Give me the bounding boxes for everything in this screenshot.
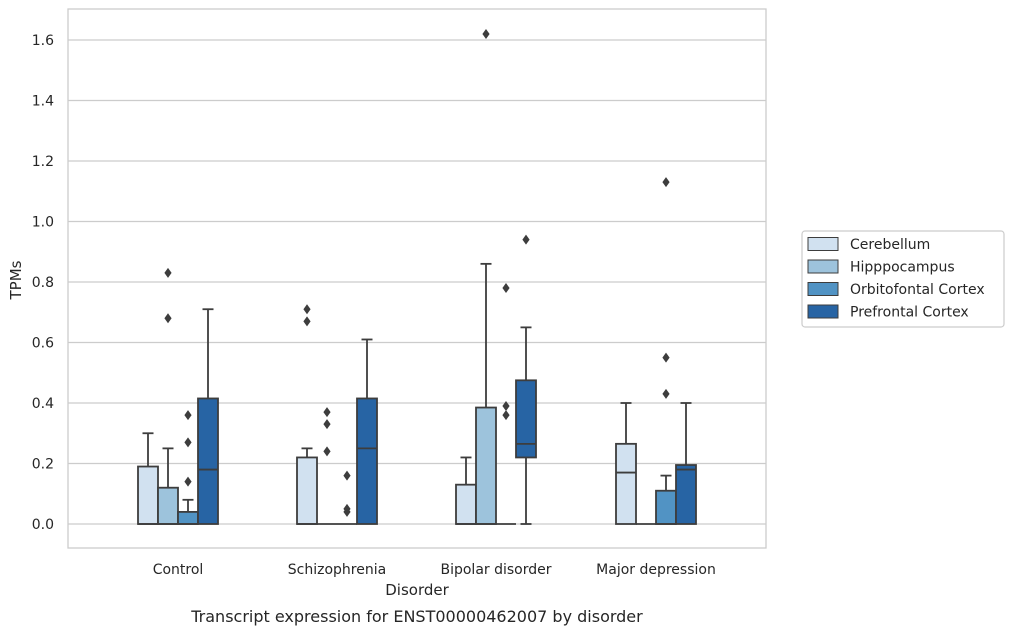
- y-tick-label: 0.2: [32, 457, 54, 473]
- legend-item: Cerebellum: [807, 237, 930, 253]
- box-cerebellum-major-depression: [615, 402, 637, 525]
- y-tick-label: 0.4: [32, 396, 54, 412]
- plot-frame: [67, 8, 767, 549]
- box-orbitofontal-cortex-control: [177, 410, 199, 525]
- outlier-point: [323, 407, 331, 418]
- box-body: [615, 442, 637, 525]
- outlier-point: [323, 419, 331, 430]
- box-body: [675, 464, 697, 525]
- box-body: [157, 486, 179, 525]
- y-tick-label: 1.4: [32, 94, 54, 110]
- box-hipppocampus-control: [157, 267, 179, 525]
- outlier-point: [662, 177, 670, 188]
- plot-area-boxes: [137, 28, 697, 525]
- box-body: [137, 465, 159, 525]
- legend-label: Hipppocampus: [850, 260, 955, 276]
- outlier-point: [502, 410, 510, 421]
- outlier-point: [184, 410, 192, 421]
- y-tick-label: 1.6: [32, 33, 54, 49]
- box-prefrontal-cortex-bipolar-disorder: [515, 234, 537, 525]
- legend-label: Cerebellum: [850, 237, 930, 253]
- box-hipppocampus-schizophrenia: [317, 407, 337, 525]
- box-cerebellum-schizophrenia: [296, 304, 318, 525]
- outlier-point: [164, 313, 172, 324]
- outlier-point: [662, 388, 670, 399]
- legend-frame: [801, 230, 1005, 328]
- outlier-point: [522, 234, 530, 245]
- box-hipppocampus-bipolar-disorder: [475, 28, 497, 525]
- x-axis-ticks: Control Schizophrenia Bipolar disorder Majo…: [153, 562, 716, 578]
- box-body: [455, 483, 477, 525]
- legend-label: Orbitofontal Cortex: [850, 282, 985, 298]
- box-prefrontal-cortex-major-depression: [675, 402, 697, 525]
- legend-swatch: [807, 282, 839, 296]
- box-body: [356, 397, 378, 525]
- outlier-point: [482, 28, 490, 39]
- box-orbitofontal-cortex-bipolar-disorder: [496, 283, 516, 525]
- legend-swatch: [807, 304, 839, 319]
- x-axis-title: Disorder: [385, 581, 449, 599]
- outlier-point: [303, 316, 311, 327]
- legend-swatch: [807, 237, 839, 251]
- outlier-point: [303, 304, 311, 315]
- outlier-point: [502, 401, 510, 412]
- box-prefrontal-cortex-schizophrenia: [356, 338, 378, 525]
- box-body: [197, 397, 219, 525]
- box-body: [515, 379, 537, 459]
- box-body: [475, 406, 497, 525]
- outlier-point: [184, 437, 192, 448]
- y-tick-label: 0.8: [32, 275, 54, 291]
- outlier-point: [164, 267, 172, 278]
- box-orbitofontal-cortex-major-depression: [655, 177, 677, 525]
- x-tick-label: Schizophrenia: [288, 562, 386, 578]
- y-tick-label: 1.2: [32, 154, 54, 170]
- box-body: [177, 510, 199, 525]
- legend-item: Orbitofontal Cortex: [807, 282, 985, 298]
- y-tick-label: 0.0: [32, 517, 54, 533]
- y-axis-ticks: 0.0 0.2 0.4 0.6 0.8 1.0 1.2 1.4 1.6: [32, 33, 54, 533]
- outlier-point: [343, 506, 351, 517]
- outlier-point: [184, 476, 192, 487]
- box-body: [655, 489, 677, 525]
- chart-caption: Transcript expression for ENST0000046200…: [190, 607, 643, 626]
- gridlines: [68, 39, 766, 525]
- outlier-point: [662, 352, 670, 363]
- x-tick-label: Control: [153, 562, 204, 578]
- y-axis-title: TPMs: [7, 260, 25, 300]
- x-tick-label: Bipolar disorder: [440, 562, 551, 578]
- y-tick-label: 0.6: [32, 336, 54, 352]
- box-prefrontal-cortex-control: [197, 308, 219, 525]
- y-tick-label: 1.0: [32, 215, 54, 231]
- outlier-point: [323, 446, 331, 457]
- x-tick-label: Major depression: [596, 562, 716, 578]
- box-body: [296, 456, 318, 525]
- box-cerebellum-bipolar-disorder: [455, 456, 477, 525]
- outlier-point: [343, 470, 351, 481]
- legend: Cerebellum Hipppocampus Orbitofontal Corte…: [801, 230, 1005, 328]
- legend-label: Prefrontal Cortex: [850, 305, 969, 321]
- legend-item: Prefrontal Cortex: [807, 304, 969, 321]
- box-cerebellum-control: [137, 432, 159, 525]
- legend-swatch: [807, 259, 839, 274]
- outlier-point: [502, 283, 510, 294]
- box-orbitofontal-cortex-schizophrenia: [337, 470, 357, 525]
- legend-item: Hipppocampus: [807, 259, 955, 276]
